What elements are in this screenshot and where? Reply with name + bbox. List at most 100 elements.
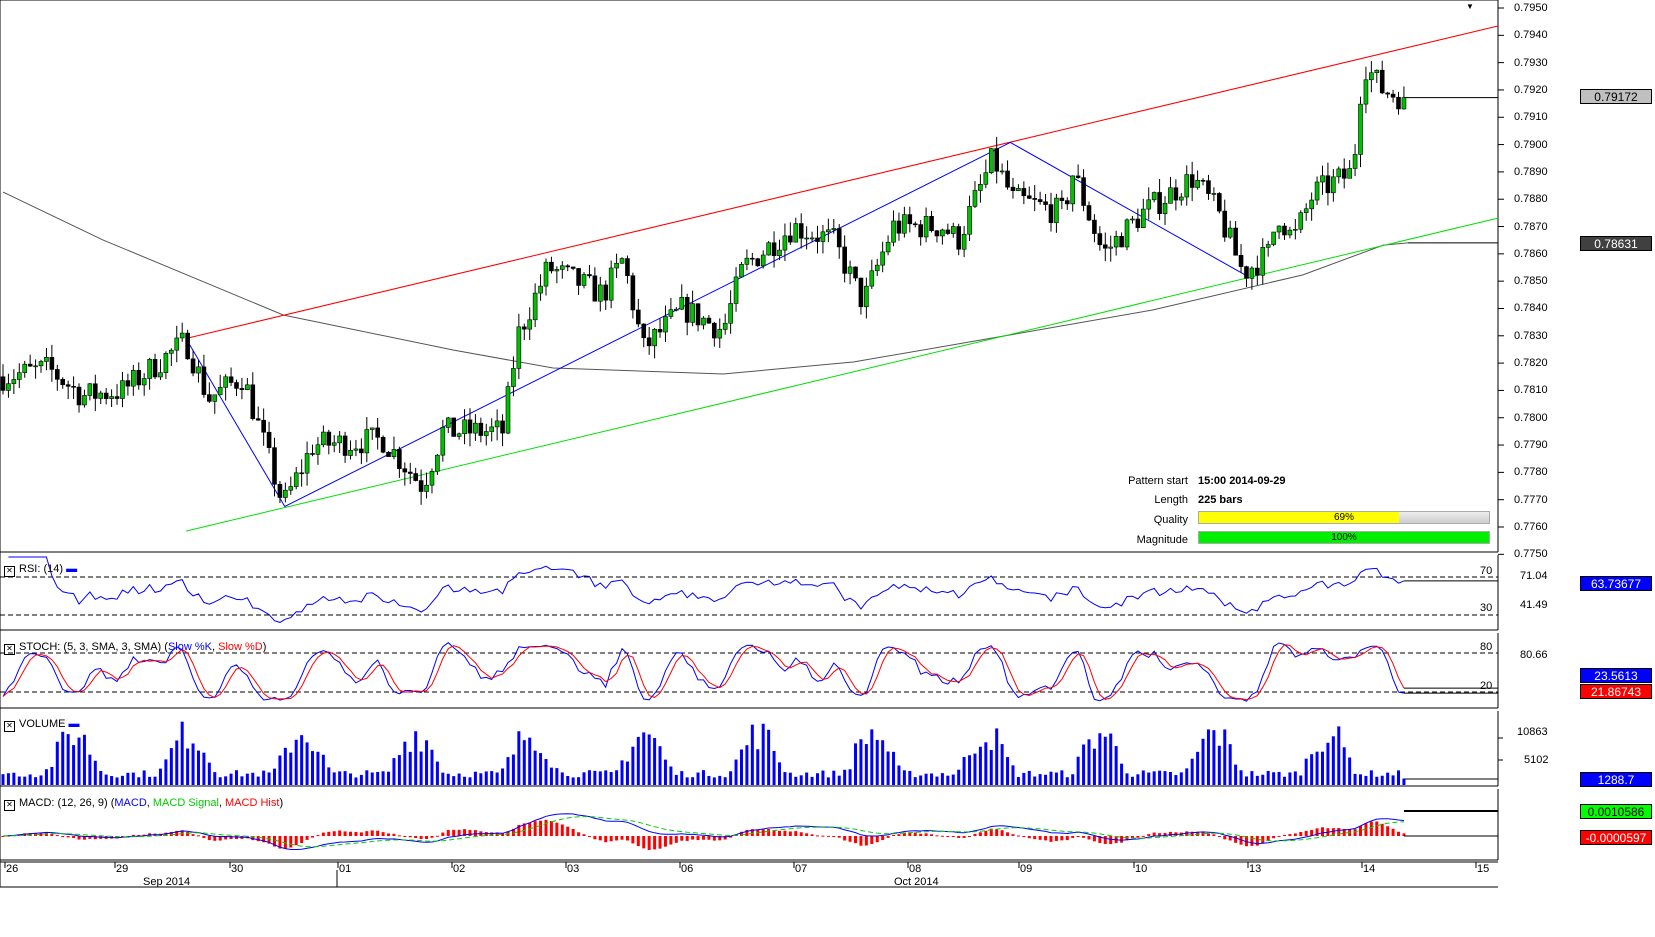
candle <box>820 231 826 242</box>
volume-bar <box>267 772 271 785</box>
volume-bar <box>989 749 993 785</box>
macd-hist-bar <box>902 832 906 836</box>
macd-hist-bar <box>1304 830 1308 836</box>
candle <box>728 303 733 324</box>
candle <box>1211 193 1217 195</box>
scroll-marker-icon[interactable]: ▼ <box>1466 2 1474 11</box>
macd-hist-bar <box>1098 836 1102 843</box>
macd-hist-bar <box>1185 831 1189 836</box>
volume-bar <box>908 770 912 785</box>
price-tick-label: 0.7860 <box>1514 247 1548 260</box>
candle <box>657 329 663 333</box>
volume-bar <box>892 751 896 785</box>
channel-lower-line <box>185 217 1499 532</box>
volume-bar <box>593 770 597 785</box>
volume-bar <box>321 754 325 785</box>
close-panel-icon[interactable]: ✕ <box>4 800 15 811</box>
volume-bar <box>343 771 347 785</box>
volume-bar <box>1087 739 1091 785</box>
candle <box>695 303 701 326</box>
volume-bar <box>528 737 532 785</box>
macd-hist-bar <box>571 828 575 836</box>
candle <box>630 275 636 311</box>
macd-hist-bar <box>582 834 586 836</box>
macd-hist-bar <box>278 836 282 849</box>
volume-bar <box>653 737 657 785</box>
candle <box>847 266 853 274</box>
candle <box>788 235 793 243</box>
macd-hist-bar <box>739 831 743 836</box>
volume-bar <box>1114 746 1118 785</box>
volume-bar <box>1141 770 1145 785</box>
candle <box>359 448 364 454</box>
candle <box>842 246 847 274</box>
candle <box>674 308 679 311</box>
candle <box>1336 168 1342 178</box>
macd-hist-bar <box>370 830 374 836</box>
candle <box>0 376 6 391</box>
volume-bar <box>17 776 21 785</box>
volume-bar <box>1359 774 1362 785</box>
volume-bar <box>1076 756 1080 785</box>
candle <box>212 394 218 402</box>
volume-bar <box>283 747 287 785</box>
macd-hist-bar <box>604 836 608 843</box>
quality-fill <box>1199 512 1400 523</box>
volume-bar <box>951 774 955 785</box>
macd-hist-bar <box>881 836 885 841</box>
candle <box>934 230 940 237</box>
candle <box>945 229 951 234</box>
macd-hist-bar <box>490 832 494 836</box>
close-panel-icon[interactable]: ✕ <box>4 644 15 655</box>
macd-hist-bar <box>1103 836 1107 844</box>
macd-hist-bar <box>767 829 771 836</box>
volume-axis-label: 10863 <box>1517 726 1548 738</box>
macd-hist-bar <box>251 836 255 841</box>
volume-bar <box>316 751 320 785</box>
price-tick-label: 0.7880 <box>1514 193 1548 206</box>
macd-line <box>2 813 1404 850</box>
candle <box>1048 204 1054 223</box>
volume-bar <box>327 767 331 785</box>
candle <box>597 284 603 302</box>
volume-bar <box>902 770 906 785</box>
candle <box>27 363 33 367</box>
volume-bar <box>1212 730 1216 785</box>
macd-title: ✕ MACD: (12, 26, 9) (MACD, MACD Signal, M… <box>4 797 283 811</box>
candle <box>912 223 918 226</box>
price-tick-label: 0.7950 <box>1514 2 1548 14</box>
macd-hist-bar <box>1060 836 1064 841</box>
candle <box>1227 227 1233 238</box>
candle <box>777 249 782 257</box>
close-panel-icon[interactable]: ✕ <box>4 721 15 732</box>
candle <box>1146 199 1152 210</box>
volume-bar <box>1174 775 1178 785</box>
volume-bar <box>1217 745 1221 785</box>
macd-hist-bar <box>1217 836 1221 837</box>
macd-hist-bar <box>349 831 353 836</box>
macd-hist-bar <box>1250 836 1254 846</box>
volume-bar <box>560 772 564 785</box>
volume-bar <box>99 770 103 785</box>
candle <box>1217 193 1222 212</box>
volume-bar <box>1282 776 1286 785</box>
candle <box>549 261 554 272</box>
candle <box>576 268 581 286</box>
candle <box>1374 69 1380 74</box>
day-label: 03 <box>567 863 580 875</box>
stoch-k-badge: 23.5613 <box>1580 668 1652 683</box>
close-panel-icon[interactable]: ✕ <box>4 566 15 577</box>
day-label: 14 <box>1363 863 1376 875</box>
candle <box>304 453 310 474</box>
macd-hist-bar <box>788 831 792 836</box>
candle <box>717 329 723 339</box>
macd-hist-bar <box>946 836 950 837</box>
candle <box>646 337 652 347</box>
candle <box>494 420 500 428</box>
candle <box>402 468 408 473</box>
volume-bar <box>169 748 173 785</box>
candle <box>478 422 484 436</box>
macd-hist-bar <box>707 836 711 840</box>
candle <box>690 303 695 323</box>
